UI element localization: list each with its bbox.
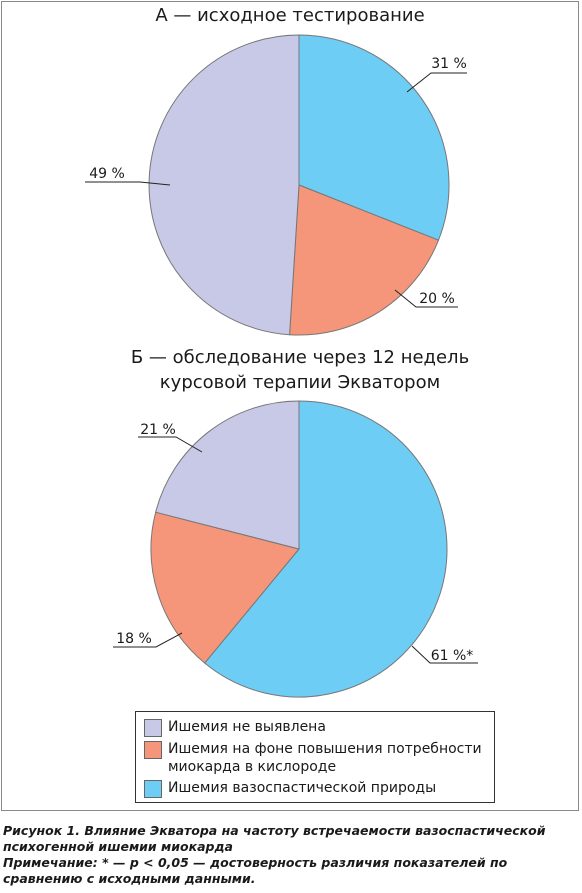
pie-b-label-vaso: 61 %* bbox=[431, 648, 474, 664]
figure-caption-note: Примечание: * — p < 0,05 — достоверность… bbox=[3, 855, 508, 886]
pie-b-leader-demand bbox=[113, 632, 183, 648]
pie-charts: А — исходное тестирование 31 % 20 % 49 % Б… bbox=[85, 5, 478, 698]
legend-swatch-demand bbox=[144, 741, 162, 759]
pie-a-leader-vaso bbox=[406, 72, 467, 93]
legend: Ишемия не выявлена Ишемия на фоне повыше… bbox=[135, 711, 495, 803]
pie-a-leader-none bbox=[85, 181, 171, 186]
pie-a-slice-none bbox=[148, 34, 300, 336]
figure-frame bbox=[1, 1, 579, 811]
pie-b-slice-vaso bbox=[203, 400, 448, 698]
pie-b-slice-none bbox=[155, 400, 300, 550]
legend-item-vaso: Ишемия вазоспастической природы bbox=[144, 779, 488, 798]
legend-label-demand: Ишемия на фоне повышения потребности мио… bbox=[168, 741, 482, 775]
pie-b-leader-vaso bbox=[411, 645, 478, 664]
pie-a-label-demand: 20 % bbox=[419, 291, 455, 307]
pie-a-label-none: 49 % bbox=[89, 166, 125, 182]
pie-chart-a: 31 % 20 % 49 % bbox=[85, 34, 467, 336]
chart-b-title-line2: курсовой терапии Экватором bbox=[160, 372, 440, 393]
legend-item-demand: Ишемия на фоне повышения потребности мио… bbox=[144, 740, 488, 776]
chart-b-title-line1: Б — обследование через 12 недель bbox=[131, 347, 469, 368]
figure-caption: Рисунок 1. Влияние Экватора на частоту в… bbox=[3, 823, 579, 887]
legend-label-vaso: Ишемия вазоспастической природы bbox=[168, 780, 437, 796]
chart-a-title: А — исходное тестирование bbox=[155, 5, 424, 26]
legend-item-none: Ишемия не выявлена bbox=[144, 718, 488, 737]
pie-chart-b: 61 %* 18 % 21 % bbox=[113, 400, 478, 698]
pie-b-label-none: 21 % bbox=[140, 422, 176, 438]
pie-a-leader-demand bbox=[394, 289, 458, 308]
pie-a-slice-demand bbox=[289, 184, 440, 336]
legend-swatch-vaso bbox=[144, 780, 162, 798]
figure-caption-title: Рисунок 1. Влияние Экватора на частоту в… bbox=[3, 823, 546, 854]
pie-b-slice-demand bbox=[150, 511, 300, 664]
pie-b-label-demand: 18 % bbox=[116, 631, 152, 647]
pie-a-label-vaso: 31 % bbox=[431, 56, 467, 72]
legend-label-none: Ишемия не выявлена bbox=[168, 719, 326, 735]
pie-b-leader-none bbox=[138, 436, 203, 453]
legend-swatch-none bbox=[144, 719, 162, 737]
pie-a-slice-vaso bbox=[298, 34, 450, 241]
